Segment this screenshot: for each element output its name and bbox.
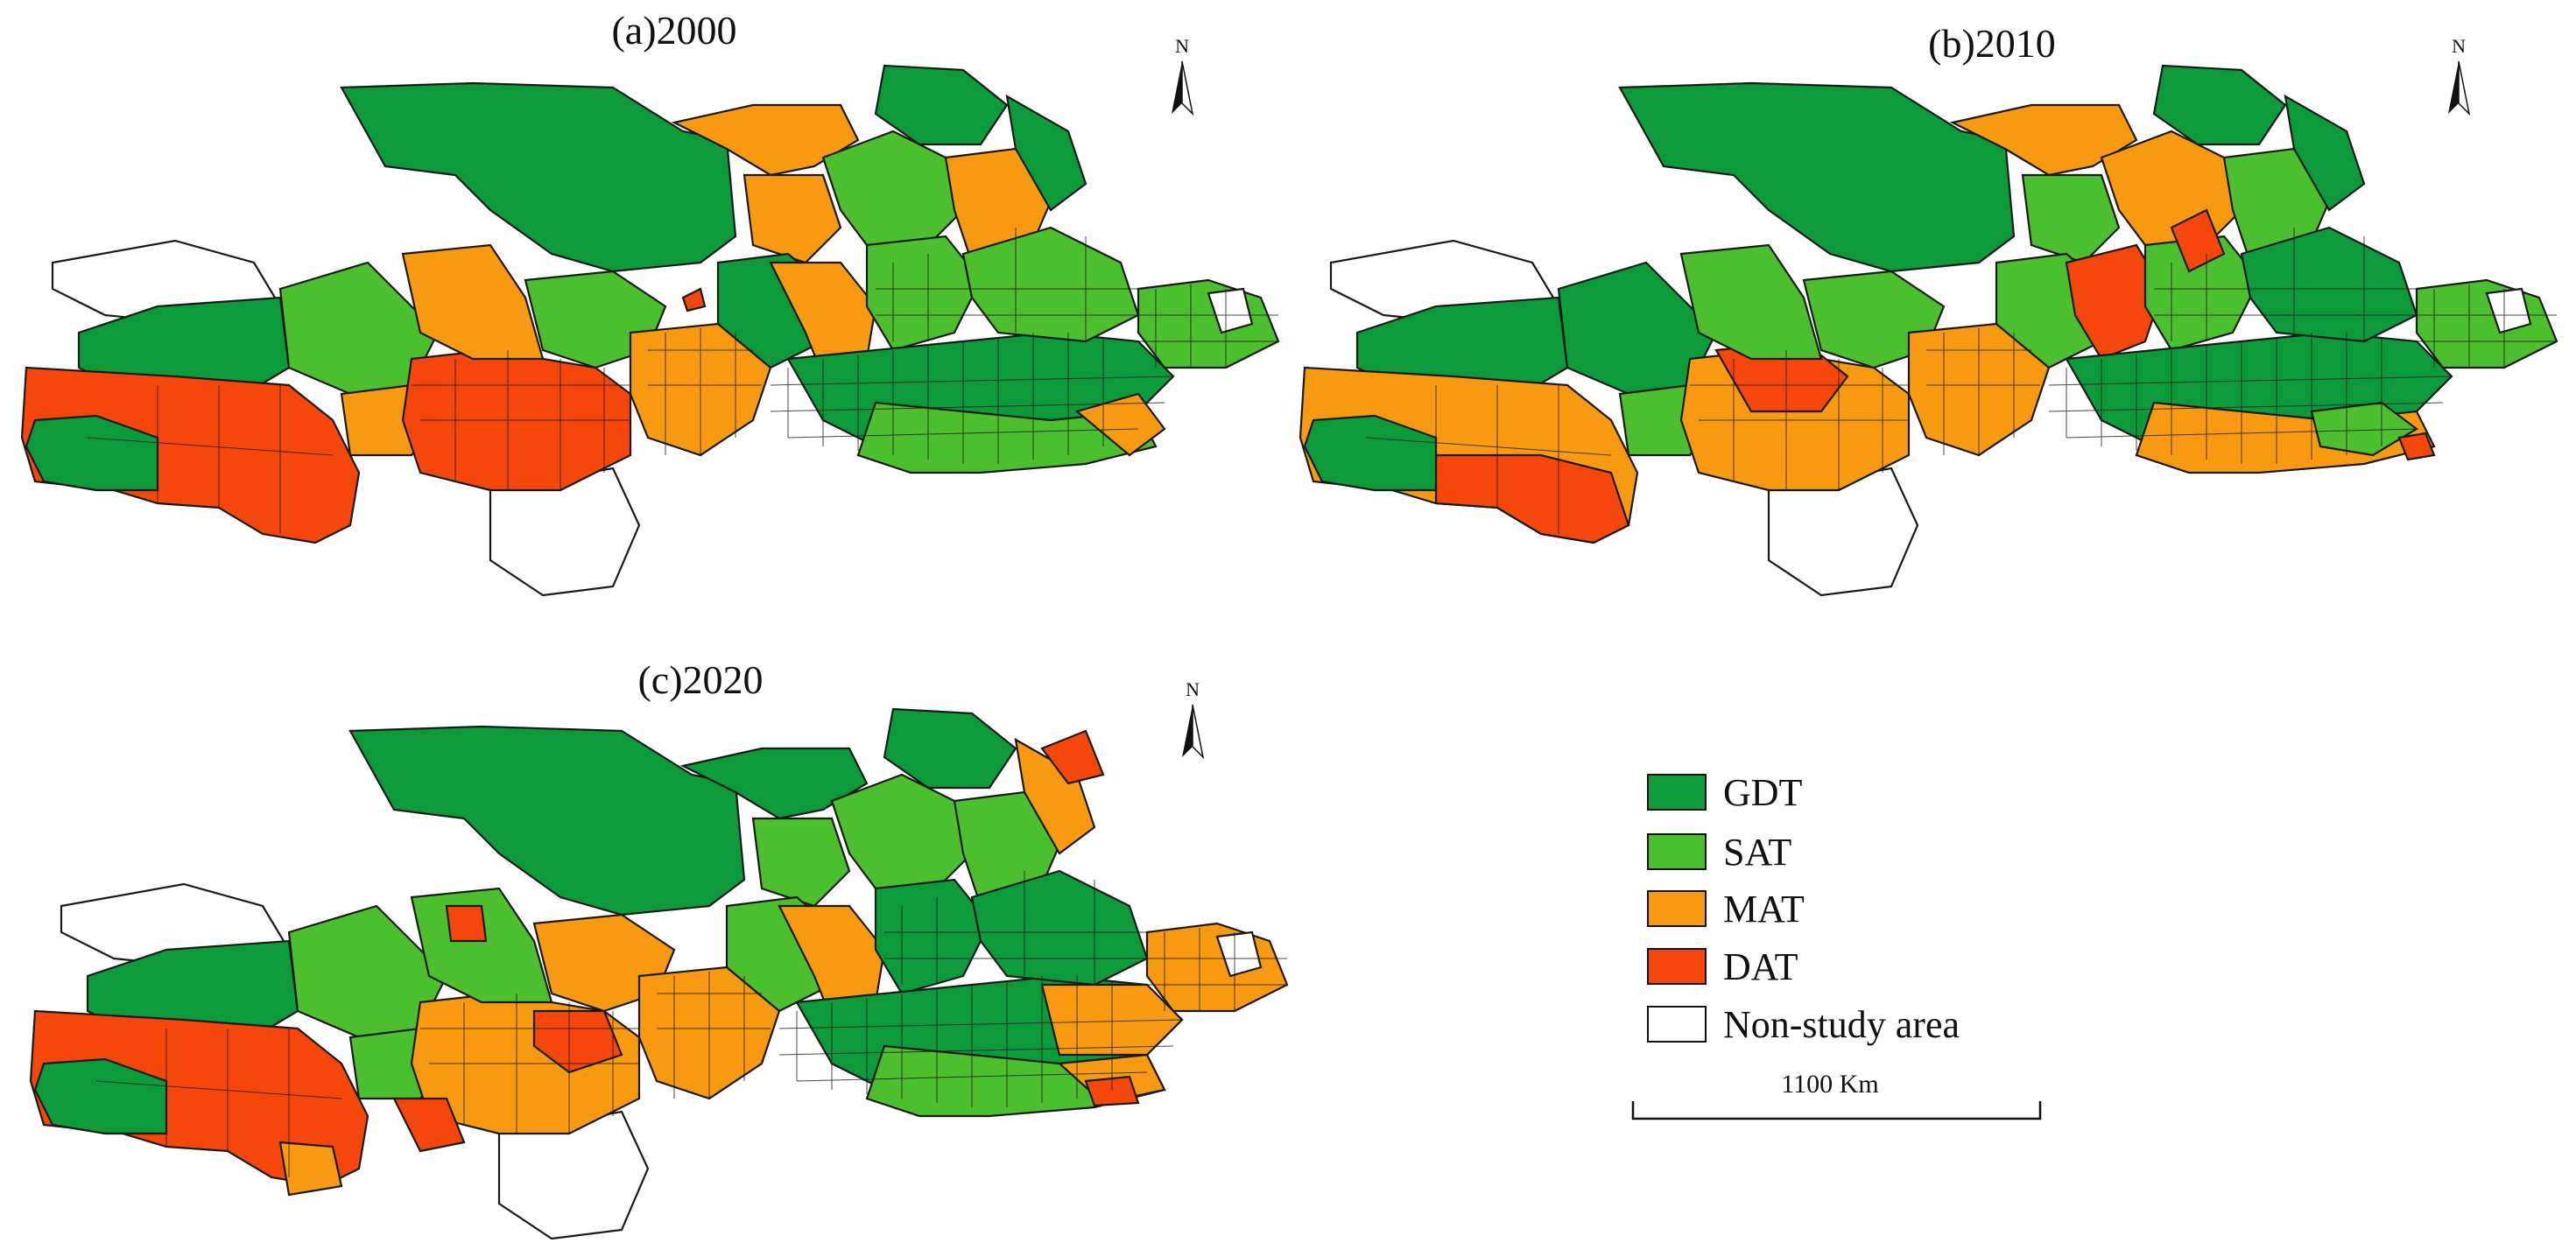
county-boundaries — [95, 871, 1287, 1177]
legend-item-gdt: GDT — [1647, 771, 1803, 814]
non-study-area-region — [489, 467, 641, 597]
panel-title: (a)2000 — [611, 8, 736, 53]
panel-title: (b)2010 — [1928, 21, 2056, 66]
region-gdt — [33, 1057, 168, 1135]
legend-item-sat: SAT — [1647, 831, 1791, 874]
legend-label: Non-study area — [1723, 1003, 1960, 1046]
north-arrow: N — [1182, 678, 1205, 760]
region-dat — [2170, 208, 2226, 273]
region-gdt — [883, 707, 1017, 790]
region-sat — [2143, 235, 2261, 352]
region-dat — [2397, 432, 2436, 461]
non-study-area-region — [1215, 930, 1263, 978]
panel-title: (c)2020 — [637, 657, 763, 702]
region-gdt — [1618, 81, 2016, 273]
north-arrow: N — [2448, 35, 2471, 116]
county-boundaries — [1365, 228, 2557, 534]
map-panel-2020: (c)2020 N — [29, 657, 1289, 1240]
region-dat — [2065, 243, 2164, 361]
legend-item-mat: MAT — [1647, 888, 1805, 930]
region-dat — [1434, 453, 1630, 544]
region-gdt — [25, 414, 159, 492]
legend-item-non-study-area: Non-study area — [1647, 1003, 1960, 1046]
north-label: N — [1175, 35, 1189, 57]
legend-swatch — [1647, 890, 1707, 927]
region-gdt — [348, 725, 746, 916]
region-sat — [751, 817, 851, 908]
legend-swatch — [1647, 774, 1707, 811]
legend-swatch — [1647, 948, 1707, 985]
region-mat — [743, 173, 842, 264]
legend-label: SAT — [1723, 831, 1791, 874]
north-label: N — [2452, 35, 2466, 57]
study-area-map — [20, 64, 1280, 597]
region-gdt — [970, 869, 1149, 987]
north-arrow: N — [1172, 35, 1194, 116]
scale-bar-label: 1100 Km — [1781, 1070, 1878, 1099]
region-gdt — [2152, 64, 2287, 146]
region-sat — [410, 887, 553, 1004]
region-sat — [830, 773, 974, 890]
region-mat — [278, 1141, 343, 1197]
legend: GDT SAT MAT DAT Non-study area — [1647, 771, 1960, 1046]
non-study-area-region — [1207, 287, 1254, 334]
region-gdt — [1005, 94, 1087, 212]
region-gdt — [1303, 414, 1438, 492]
region-sat — [2021, 173, 2121, 264]
legend-swatch — [1647, 833, 1707, 870]
map-panel-2000: (a)2000 N — [20, 8, 1280, 597]
region-dat — [445, 904, 488, 943]
region-gdt — [874, 64, 1009, 146]
legend-item-dat: DAT — [1647, 945, 1798, 988]
legend-label: GDT — [1723, 771, 1803, 814]
region-sat — [1679, 243, 1823, 361]
county-boundaries — [87, 228, 1278, 534]
region-gdt — [874, 878, 991, 995]
region-sat — [961, 226, 1140, 343]
region-mat — [1074, 392, 1166, 457]
non-study-area-region — [2485, 287, 2532, 334]
region-dat — [392, 1097, 466, 1153]
non-study-area-region — [497, 1110, 650, 1240]
region-sat — [865, 235, 982, 352]
legend-label: MAT — [1723, 888, 1805, 930]
region-dat — [1040, 729, 1105, 785]
region-gdt — [2284, 94, 2366, 212]
scale-bar: 1100 Km — [1631, 1070, 2042, 1120]
region-gdt — [2240, 226, 2418, 343]
region-mat — [401, 243, 545, 361]
region-sat — [821, 130, 965, 247]
region-sat — [856, 401, 1158, 474]
region-dat — [1084, 1075, 1140, 1107]
north-label: N — [1186, 678, 1200, 700]
legend-swatch — [1647, 1006, 1707, 1043]
study-area-map — [29, 707, 1289, 1240]
non-study-area-region — [1767, 467, 1919, 597]
study-area-map — [1299, 64, 2558, 597]
legend-label: DAT — [1723, 945, 1798, 988]
region-gdt — [340, 81, 737, 273]
scale-bar-line — [1631, 1101, 2042, 1120]
map-panel-2010: (b)2010 N — [1299, 21, 2558, 597]
region-dat — [681, 287, 707, 312]
